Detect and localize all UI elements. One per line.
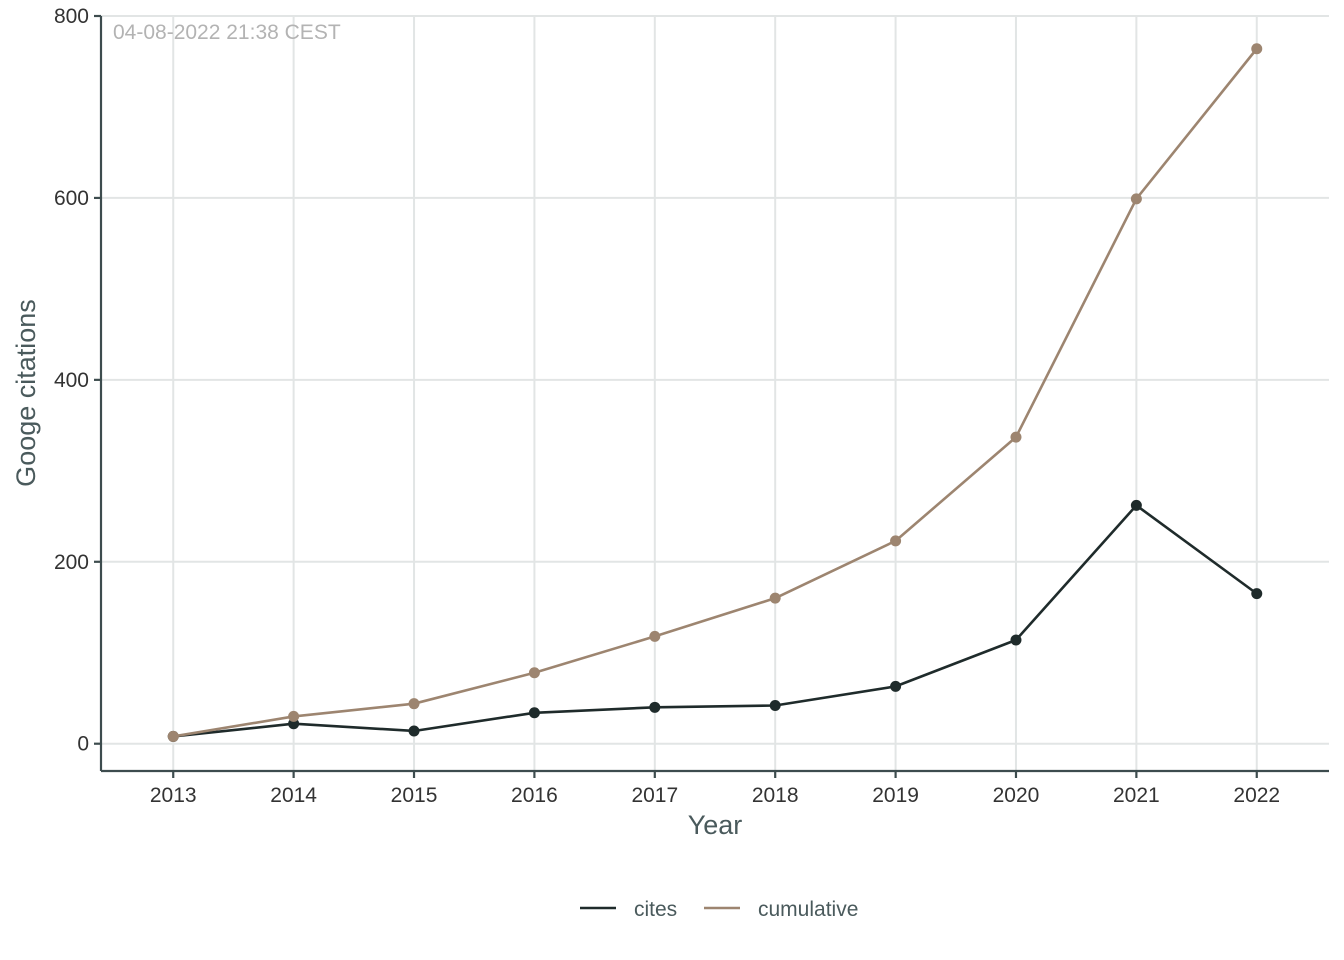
legend-label: cites <box>634 898 677 921</box>
cumulative-point <box>1130 193 1142 205</box>
y-tick-label: 600 <box>54 187 89 210</box>
cites-point <box>1130 499 1142 511</box>
legend-item-cites: cites <box>580 898 677 921</box>
x-tick-label: 2017 <box>631 784 678 807</box>
series-cumulative <box>167 43 1263 742</box>
x-tick-label: 2018 <box>752 784 799 807</box>
x-tick-label: 2021 <box>1113 784 1160 807</box>
cumulative-line <box>173 47 1258 738</box>
cites-point <box>1251 588 1263 600</box>
cumulative-point <box>1010 431 1022 443</box>
cumulative-point <box>288 710 300 722</box>
x-tick-label: 2016 <box>511 784 558 807</box>
legend-item-cumulative: cumulative <box>704 898 858 921</box>
x-tick-label: 2015 <box>391 784 438 807</box>
cumulative-point <box>769 592 781 604</box>
x-tick-label: 2014 <box>270 784 317 807</box>
cites-point <box>528 707 540 719</box>
y-tick-label: 800 <box>54 5 89 28</box>
grid <box>101 15 1329 771</box>
x-tick-label: 2020 <box>993 784 1040 807</box>
cumulative-point <box>1251 43 1263 55</box>
cites-point <box>408 725 420 737</box>
cumulative-point <box>649 630 661 642</box>
cites-point <box>649 701 661 713</box>
cites-point <box>769 700 781 712</box>
cites-point <box>1010 634 1022 646</box>
cumulative-point <box>890 535 902 547</box>
x-axis-title: Year <box>688 810 743 840</box>
y-axis-title: Googe citations <box>11 299 41 487</box>
x-tick-labels: 2013 2014 2015 2016 2017 2018 2019 2020 2021 2022 <box>150 771 1280 807</box>
series-cites <box>167 499 1263 742</box>
timestamp-annotation: 04-08-2022 21:38 CEST <box>113 21 341 44</box>
x-tick-label: 2019 <box>872 784 919 807</box>
y-tick-label: 0 <box>77 733 89 756</box>
x-tick-label: 2013 <box>150 784 197 807</box>
cites-point <box>890 680 902 692</box>
legend-label: cumulative <box>758 898 858 921</box>
y-tick-labels: 0 200 400 600 800 <box>54 5 101 756</box>
cumulative-point <box>528 667 540 679</box>
series <box>167 43 1263 742</box>
y-tick-label: 400 <box>54 369 89 392</box>
cumulative-point <box>408 698 420 710</box>
cites-line <box>173 504 1258 738</box>
cumulative-point <box>167 730 179 742</box>
y-tick-label: 200 <box>54 551 89 574</box>
x-tick-label: 2022 <box>1233 784 1280 807</box>
legend: cites cumulative <box>580 898 858 921</box>
